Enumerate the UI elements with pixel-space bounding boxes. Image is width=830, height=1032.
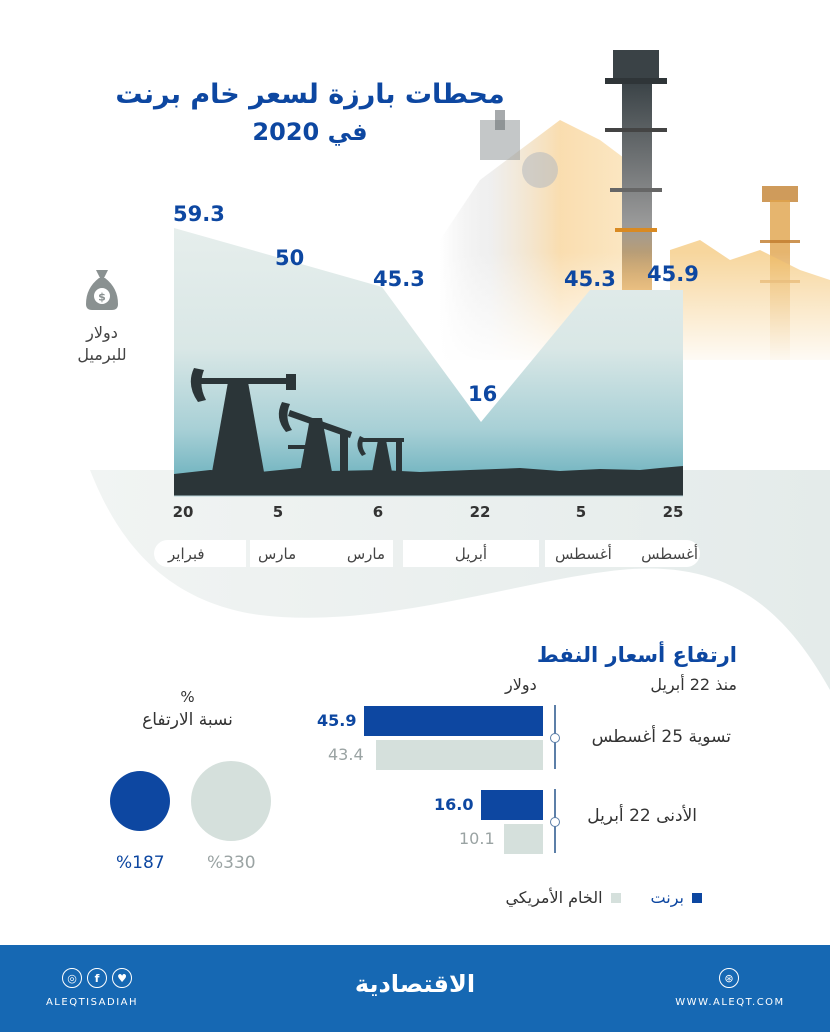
- legend-label: الخام الأمريكي: [505, 888, 603, 907]
- footer: ◎ f ♥ ALEQTISADIAH الاقتصادية ⊛ WWW.ALEQ…: [0, 945, 830, 1032]
- brand-logo: الاقتصادية: [354, 970, 476, 998]
- brent-area-chart: [174, 228, 683, 497]
- twitter-icon[interactable]: ♥: [112, 968, 132, 988]
- bar-brent-aug25: [364, 706, 543, 736]
- unit-label-line1: دولار: [86, 323, 118, 342]
- legend-item-wti: الخام الأمريكي: [505, 888, 621, 907]
- month-label: مارس: [258, 544, 297, 563]
- money-bag-dollar-icon: $: [86, 270, 118, 310]
- wti-swatch-icon: [610, 892, 621, 903]
- month-label: أغسطس: [555, 544, 612, 563]
- wti-pct-value: %330: [207, 853, 256, 873]
- x-tick-day: 6: [372, 503, 384, 521]
- pct-title: نسبة الارتفاع: [142, 710, 233, 730]
- row-axis-marker: [550, 817, 560, 827]
- month-label: مارس: [346, 544, 385, 563]
- bar-value: 16.0: [434, 795, 474, 814]
- brent-pct-circle: [110, 771, 170, 831]
- value-label: 45.9: [647, 262, 699, 286]
- value-label: 16: [468, 382, 498, 406]
- row-label: الأدنى 22 أبريل: [587, 806, 697, 826]
- value-label: 45.3: [373, 267, 425, 291]
- chart-subtitle: في 2020: [252, 118, 368, 146]
- x-tick-day: 22: [469, 503, 491, 521]
- globe-icon[interactable]: ⊛: [719, 968, 739, 988]
- ground-silhouette: [174, 466, 683, 496]
- bar-wti-apr22: [504, 824, 543, 854]
- brent-area: [174, 228, 683, 496]
- x-tick-month-group: أغسطس أغسطس: [545, 540, 700, 567]
- chart-title: محطات بارزة لسعر خام برنت: [115, 79, 505, 110]
- bar-value: 45.9: [317, 711, 357, 730]
- x-tick-day: 20: [172, 503, 194, 521]
- x-tick-month: أبريل: [403, 540, 539, 567]
- instagram-icon[interactable]: ◎: [62, 968, 82, 988]
- brent-swatch-icon: [692, 892, 702, 903]
- value-label: 59.3: [173, 202, 225, 226]
- legend: برنت الخام الأمريكي: [505, 888, 702, 907]
- x-tick-day: 5: [575, 503, 587, 521]
- bar-value: 43.4: [328, 745, 364, 764]
- legend-label: برنت: [650, 888, 684, 907]
- pump-jack-2: [278, 402, 352, 472]
- legend-item-brent: برنت: [651, 888, 702, 907]
- pump-jack-3: [357, 436, 404, 472]
- month-label: أبريل: [454, 544, 488, 563]
- bar-brent-apr22: [481, 790, 543, 820]
- bar-wti-aug25: [376, 740, 543, 770]
- y-axis-unit: $ دولار للبرميل: [66, 266, 138, 366]
- background-wave: [90, 470, 830, 690]
- chart-title-block: محطات بارزة لسعر خام برنت في 2020: [100, 78, 520, 148]
- x-tick-month: فبراير: [154, 540, 246, 567]
- value-label: 50: [275, 246, 305, 270]
- x-tick-month-group: مارس مارس: [250, 540, 393, 567]
- pct-symbol: %: [180, 688, 195, 706]
- social-links: ◎ f ♥: [62, 968, 132, 988]
- wti-pct-circle: [191, 761, 271, 841]
- row-axis-marker: [550, 733, 560, 743]
- row-label: تسوية 25 أغسطس: [591, 727, 731, 747]
- unit-label-line2: للبرميل: [77, 345, 127, 364]
- bar-value: 10.1: [459, 829, 495, 848]
- website-link[interactable]: WWW.ALEQT.COM: [675, 997, 785, 1008]
- x-tick-day: 25: [662, 503, 684, 521]
- rise-unit-label: دولار: [505, 675, 537, 694]
- rise-section-title: ارتفاع أسعار النفط: [536, 643, 737, 667]
- pct-header: % نسبة الارتفاع: [110, 688, 265, 730]
- rise-since-label: منذ 22 أبريل: [650, 675, 737, 694]
- brent-pct-value: %187: [116, 853, 165, 873]
- pump-jack-1: [190, 368, 296, 472]
- x-tick-day: 5: [272, 503, 284, 521]
- facebook-icon[interactable]: f: [87, 968, 107, 988]
- month-label: أغسطس: [641, 544, 698, 563]
- social-handle[interactable]: ALEQTISADIAH: [45, 997, 139, 1008]
- month-label: فبراير: [168, 544, 205, 563]
- svg-text:$: $: [98, 291, 106, 304]
- value-label: 45.3: [564, 267, 616, 291]
